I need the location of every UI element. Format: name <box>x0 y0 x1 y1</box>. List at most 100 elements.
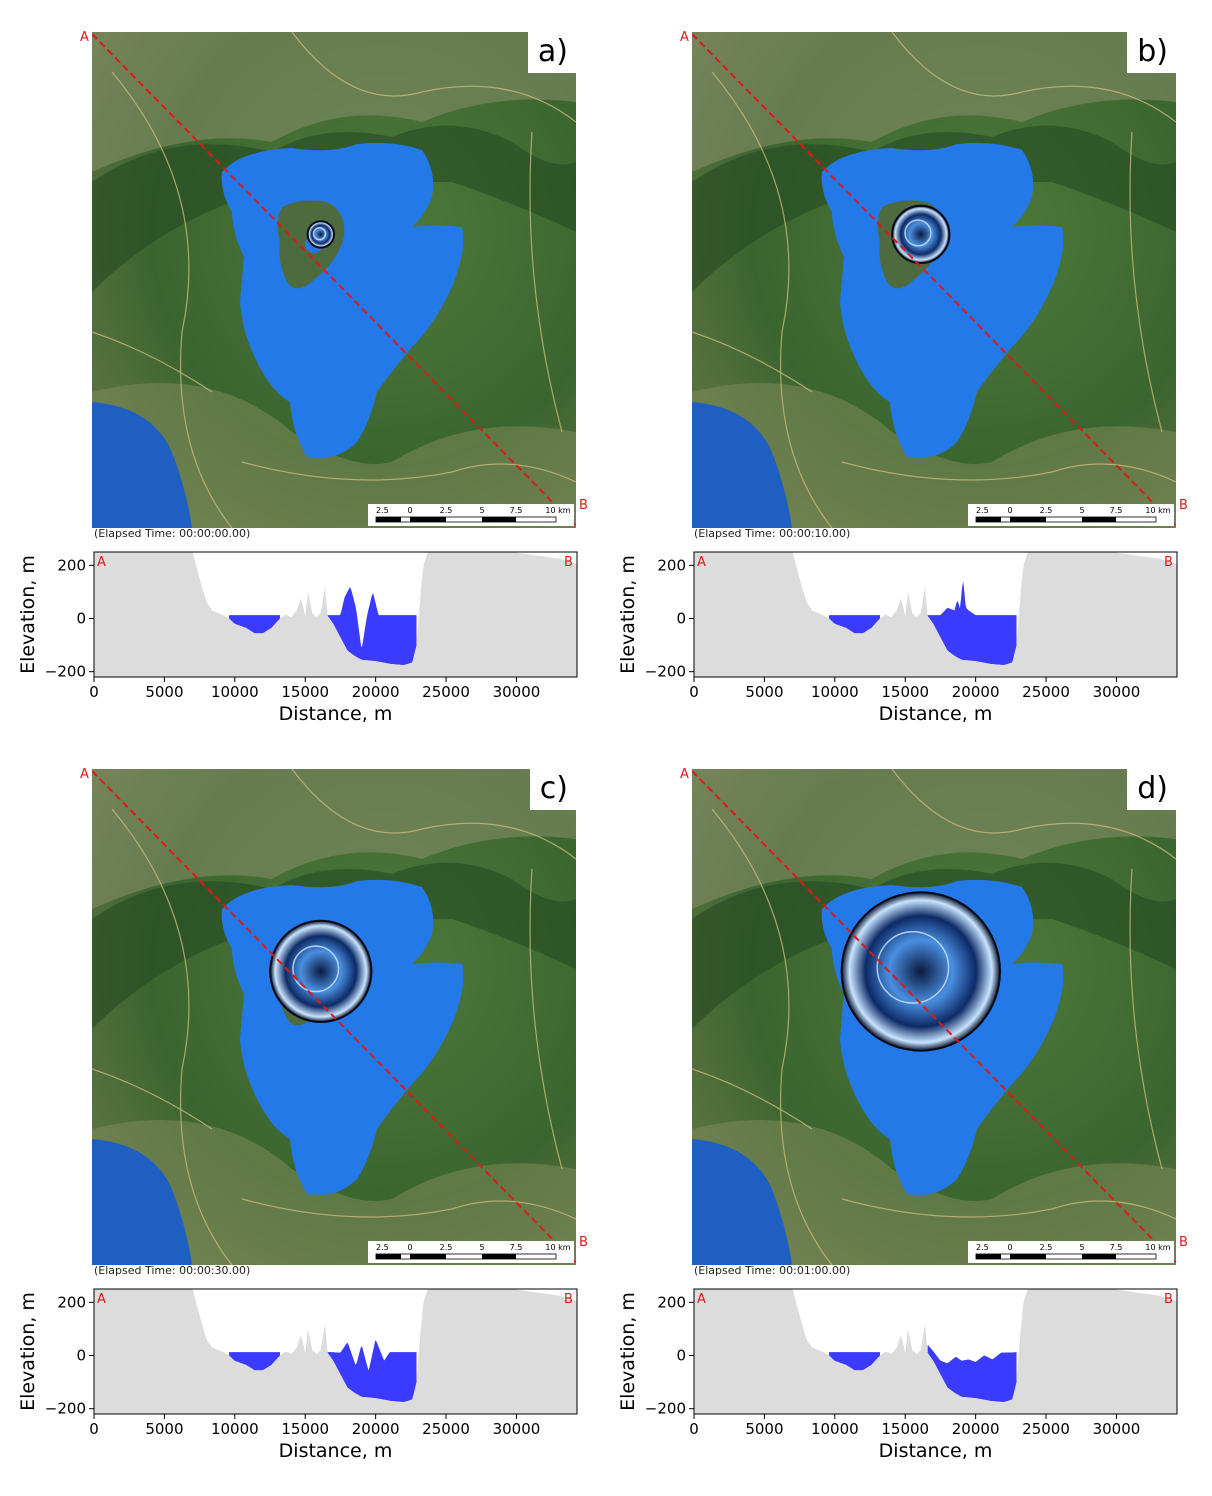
x-tick-label: 10000 <box>811 1420 859 1438</box>
road <box>111 71 233 528</box>
tsunami-wave <box>306 220 336 249</box>
x-axis-label: Distance, m <box>879 1440 993 1462</box>
scale-tick-label: 2.5 <box>376 1243 389 1252</box>
x-tick-label: 15000 <box>281 683 329 701</box>
tsunami-wave <box>891 204 951 264</box>
x-tick-label: 25000 <box>422 1420 470 1438</box>
y-tick-label: 200 <box>657 556 686 574</box>
urban-area <box>92 32 576 172</box>
water-area <box>927 581 1017 665</box>
plot-frame <box>693 551 1178 678</box>
road <box>92 331 213 393</box>
x-tick-label: 20000 <box>352 683 400 701</box>
satellite-map: 2.5 0 2.5 5 7.5 10 km a) <box>92 32 576 528</box>
x-tick-label: 5000 <box>745 1420 783 1438</box>
water-area <box>927 1344 1017 1402</box>
y-tick-label: 0 <box>676 609 686 627</box>
y-tick-label: 200 <box>657 1293 686 1311</box>
road <box>692 331 813 393</box>
terrain-area <box>694 552 1177 677</box>
scale-tick-label: 2.5 <box>440 506 453 515</box>
section-start-label: A <box>80 767 89 782</box>
elevation-profile: A B 0 5000 10000 15000 20000 25000 30000 −200 0 200… <box>0 540 600 725</box>
scale-tick-label: 2.5 <box>440 1243 453 1252</box>
x-tick-label: 5000 <box>745 683 783 701</box>
panel-letter: d) <box>1127 769 1176 810</box>
elapsed-time: (Elapsed Time: 00:00:00.00) <box>94 527 251 540</box>
satellite-map: 2.5 0 2.5 5 7.5 10 km b) <box>692 32 1176 528</box>
satellite-map: 2.5 0 2.5 5 7.5 10 km c) <box>92 769 576 1265</box>
x-tick-label: 25000 <box>1022 1420 1070 1438</box>
x-tick-label: 5000 <box>145 1420 183 1438</box>
road <box>241 461 576 483</box>
terrain-area <box>94 1289 577 1414</box>
x-axis-label: Distance, m <box>279 703 393 725</box>
section-line <box>692 770 1176 1264</box>
urban-area <box>692 32 1176 172</box>
y-tick-label: −200 <box>45 663 86 681</box>
scale-tick-label: 0 <box>407 506 412 515</box>
elapsed-time: (Elapsed Time: 00:01:00.00) <box>694 1264 851 1277</box>
profile-end-label: B <box>1164 555 1173 570</box>
road <box>841 461 1176 483</box>
figure-panel: 2.5 0 2.5 5 7.5 10 km d) A B (Elapsed Time: 00:01… <box>600 737 1200 1467</box>
sea <box>92 1139 192 1265</box>
y-tick-label: 200 <box>57 556 86 574</box>
scale-tick-label: 5 <box>1079 506 1084 515</box>
x-tick-label: 30000 <box>1093 1420 1141 1438</box>
urban-area <box>692 769 1176 909</box>
x-tick-label: 15000 <box>281 1420 329 1438</box>
water-area <box>829 615 880 634</box>
scale-tick-label: 10 km <box>1145 506 1170 515</box>
scale-tick-label: 10 km <box>1145 1243 1170 1252</box>
x-axis-label: Distance, m <box>879 703 993 725</box>
x-tick-label: 30000 <box>1093 683 1141 701</box>
y-tick-label: −200 <box>645 663 686 681</box>
section-start-label: A <box>680 30 689 45</box>
panel-letter: a) <box>527 32 576 73</box>
road <box>1129 131 1163 433</box>
x-tick-label: 5000 <box>145 683 183 701</box>
y-axis-label: Elevation, m <box>17 1292 39 1411</box>
x-tick-label: 10000 <box>811 683 859 701</box>
x-tick-label: 0 <box>689 683 699 701</box>
scale-tick-label: 7.5 <box>1110 506 1123 515</box>
scale-tick-label: 2.5 <box>376 506 389 515</box>
section-line <box>92 33 576 527</box>
elapsed-time: (Elapsed Time: 00:00:10.00) <box>694 527 851 540</box>
water-area <box>229 615 280 634</box>
scale-tick-label: 2.5 <box>976 1243 989 1252</box>
y-tick-label: −200 <box>645 1400 686 1418</box>
y-axis-label: Elevation, m <box>617 555 639 674</box>
terrain-area <box>94 552 577 677</box>
scale-tick-label: 7.5 <box>1110 1243 1123 1252</box>
elevation-profile: A B 0 5000 10000 15000 20000 25000 30000 −200 0 200… <box>600 1277 1200 1462</box>
x-tick-label: 25000 <box>422 683 470 701</box>
road <box>692 1068 813 1130</box>
scale-bar: 2.5 0 2.5 5 7.5 10 km <box>368 1241 574 1263</box>
x-tick-label: 0 <box>89 683 99 701</box>
section-end-label: B <box>1179 1235 1188 1250</box>
road <box>841 1198 1176 1220</box>
x-axis-label: Distance, m <box>279 1440 393 1462</box>
scale-tick-label: 10 km <box>545 1243 570 1252</box>
x-tick-label: 10000 <box>211 683 259 701</box>
water-area <box>829 1352 880 1371</box>
figure-panel: 2.5 0 2.5 5 7.5 10 km a) A B (Elapsed Time: 00:00… <box>0 0 600 730</box>
section-start-label: A <box>80 30 89 45</box>
caldera-ridge <box>692 862 1176 1029</box>
road <box>891 769 1176 860</box>
x-tick-label: 0 <box>89 1420 99 1438</box>
scale-bar: 2.5 0 2.5 5 7.5 10 km <box>368 504 574 526</box>
satellite-map: 2.5 0 2.5 5 7.5 10 km d) <box>692 769 1176 1265</box>
scale-tick-label: 5 <box>1079 1243 1084 1252</box>
sea <box>692 402 792 528</box>
x-tick-label: 15000 <box>881 683 929 701</box>
x-tick-label: 15000 <box>881 1420 929 1438</box>
plot-frame <box>693 1288 1178 1415</box>
panel-letter: b) <box>1127 32 1176 73</box>
scale-tick-label: 0 <box>1007 1243 1012 1252</box>
scale-tick-label: 5 <box>479 1243 484 1252</box>
plot-frame <box>93 1288 578 1415</box>
section-start-label: A <box>680 767 689 782</box>
